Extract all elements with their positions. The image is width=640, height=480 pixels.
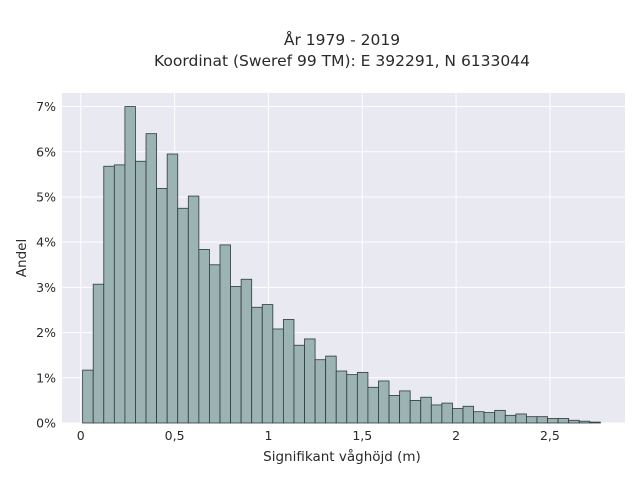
histogram-bar: [452, 408, 464, 424]
histogram-bar: [547, 418, 559, 424]
histogram-bar: [462, 405, 474, 424]
histogram-bar: [525, 416, 538, 424]
histogram-bar: [198, 249, 210, 424]
histogram-bar: [219, 244, 231, 424]
histogram-bar: [251, 306, 263, 424]
histogram-bar: [124, 106, 136, 424]
histogram-bar: [135, 160, 147, 424]
y-tick-label: 5%: [36, 189, 56, 204]
histogram-bar: [536, 416, 548, 424]
x-tick-label: 0: [77, 428, 85, 443]
histogram-bar: [166, 153, 179, 424]
histogram-bar: [557, 418, 570, 424]
histogram-bar: [420, 396, 432, 424]
histogram-bar: [515, 413, 527, 424]
bars: [82, 106, 601, 424]
histogram-bar: [187, 195, 200, 424]
y-axis-label: Andel: [14, 239, 30, 277]
histogram-bar: [314, 359, 327, 424]
histogram-bar: [578, 420, 591, 424]
histogram-bar: [589, 421, 601, 424]
histogram-bar: [272, 328, 284, 424]
y-tick-label: 4%: [36, 235, 56, 250]
histogram-bar: [177, 207, 189, 424]
histogram-bar: [82, 369, 94, 424]
histogram-bar: [356, 371, 369, 424]
histogram-bar: [346, 374, 358, 424]
y-tick-label: 1%: [36, 370, 56, 385]
histogram-bar: [409, 399, 422, 424]
histogram-bar: [399, 390, 411, 424]
histogram-bar: [430, 404, 443, 424]
histogram-bar: [209, 264, 221, 424]
chart-title-line2: Koordinat (Sweref 99 TM): E 392291, N 61…: [154, 52, 530, 70]
histogram-bar: [325, 355, 337, 424]
histogram-bar: [378, 380, 390, 424]
histogram-bar: [240, 278, 253, 424]
histogram-bar: [282, 319, 295, 424]
histogram-bar: [103, 165, 115, 424]
x-tick-label: 2,5: [540, 428, 560, 443]
y-tick-label: 3%: [36, 280, 56, 295]
chart-title-line1: År 1979 - 2019: [284, 30, 400, 49]
histogram-bar: [483, 412, 496, 424]
histogram-bar: [156, 187, 168, 424]
histogram-bar: [568, 419, 580, 424]
histogram-bar: [113, 164, 126, 424]
histogram-bar: [473, 411, 485, 424]
histogram-bar: [92, 283, 105, 424]
tick-labels: 0% 1% 2% 3% 4% 5% 6% 7% 0 0,5 1 1,5 2 2,5: [36, 99, 560, 443]
histogram-bar: [367, 386, 379, 424]
histogram-bar: [261, 304, 274, 424]
y-tick-label: 6%: [36, 144, 56, 159]
histogram-bar: [504, 414, 517, 424]
y-tick-label: 7%: [36, 99, 56, 114]
y-tick-label: 0%: [36, 416, 56, 431]
y-tick-label: 2%: [36, 325, 56, 340]
histogram-bar: [293, 344, 305, 424]
histogram-bar: [388, 395, 401, 424]
histogram-bar: [230, 286, 242, 424]
histogram-bar: [304, 338, 316, 424]
x-tick-label: 0,5: [165, 428, 185, 443]
x-tick-label: 1: [264, 428, 272, 443]
x-axis-label: Signifikant våghöjd (m): [263, 448, 421, 465]
x-tick-label: 2: [452, 428, 460, 443]
histogram-bar: [494, 409, 506, 424]
x-tick-label: 1,5: [352, 428, 372, 443]
histogram-bar: [145, 133, 158, 424]
histogram-bar: [441, 402, 453, 424]
histogram-bar: [335, 370, 348, 424]
